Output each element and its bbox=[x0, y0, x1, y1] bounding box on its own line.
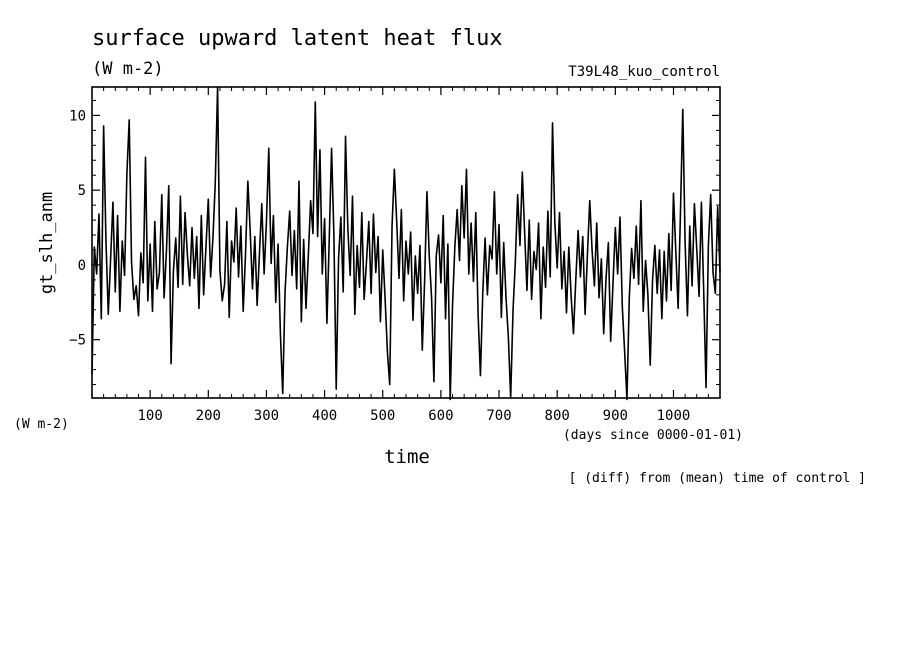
y-tick-label: −5 bbox=[69, 333, 86, 349]
x-tick-label: 700 bbox=[486, 408, 511, 424]
x-tick-label: 800 bbox=[545, 408, 570, 424]
y-axis-label: gt_slh_anm bbox=[37, 192, 57, 294]
x-tick-label: 500 bbox=[370, 408, 395, 424]
series-line-0 bbox=[91, 86, 721, 401]
x-tick-label: 900 bbox=[603, 408, 628, 424]
series-layer bbox=[91, 86, 721, 401]
x-tick-label: 400 bbox=[312, 408, 337, 424]
x-tick-label: 100 bbox=[137, 408, 162, 424]
x-tick-label: 300 bbox=[254, 408, 279, 424]
x-tick-label: 600 bbox=[428, 408, 453, 424]
x-axis-units: (days since 0000-01-01) bbox=[563, 428, 743, 443]
title-units: (W m-2) bbox=[92, 59, 164, 79]
y-axis-units: (W m-2) bbox=[14, 417, 69, 432]
x-axis-label: time bbox=[384, 446, 430, 468]
experiment-label: T39L48_kuo_control bbox=[568, 64, 720, 80]
y-tick-label: 10 bbox=[69, 108, 86, 124]
x-tick-label: 200 bbox=[196, 408, 221, 424]
y-tick-label: 5 bbox=[78, 183, 86, 199]
chart-title: surface upward latent heat flux bbox=[92, 26, 503, 51]
x-tick-label: 1000 bbox=[657, 408, 691, 424]
axes-layer: 100 200 300 400 500 600 700 800 900 1000 −5 0 5 10 bbox=[69, 87, 720, 424]
y-tick-label: 0 bbox=[78, 258, 86, 274]
footnote: [ (diff) from (mean) time of control ] bbox=[569, 471, 866, 486]
